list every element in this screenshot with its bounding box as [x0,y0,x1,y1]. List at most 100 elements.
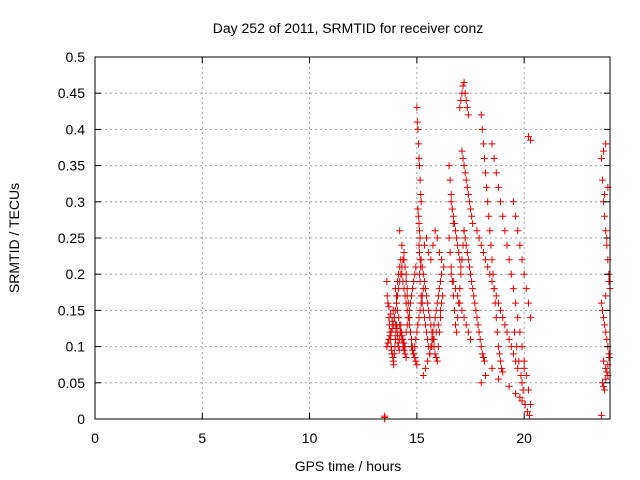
data-point [446,248,454,256]
data-point [434,321,442,329]
data-point [395,285,403,293]
data-point [388,325,396,332]
data-point [475,234,483,242]
data-point [421,364,429,372]
data-point [413,104,421,112]
data-point [461,89,469,97]
data-point [394,292,402,300]
data-point [461,234,469,242]
data-point [505,382,513,390]
data-point [460,314,468,322]
data-point [389,321,397,329]
data-point [460,227,468,235]
data-point [411,353,419,361]
data-point [520,364,528,372]
data-point [460,162,468,170]
data-point [460,78,468,86]
data-point [402,270,410,278]
y-tick-label: 0.35 [58,158,85,174]
data-point [492,314,500,322]
data-point [392,299,400,307]
data-point [480,357,488,365]
data-point [464,111,472,119]
data-point [474,321,482,329]
data-point [468,212,476,220]
data-point [454,314,462,322]
data-point [384,339,392,347]
data-point [524,299,532,307]
data-point [446,176,454,184]
data-point [414,125,422,133]
data-point [488,364,496,372]
data-point [501,227,509,235]
data-point [512,390,520,398]
data-point [478,125,486,133]
data-point [473,314,481,322]
data-point [415,220,423,228]
x-tick-label: 5 [198,430,206,446]
data-point [477,111,485,119]
data-point [454,241,462,249]
data-point [493,328,501,336]
data-point [440,263,448,271]
data-point [430,335,438,343]
data-point [464,191,472,199]
data-point [527,314,535,322]
data-point [390,314,398,322]
data-point [417,191,425,199]
data-point [470,292,478,300]
data-point [465,198,473,206]
data-point [513,343,521,351]
data-point [431,227,439,235]
data-point [597,411,605,419]
data-point [520,270,528,278]
data-point [601,321,609,329]
data-point [600,314,608,322]
data-point [424,299,432,307]
data-point [445,234,453,242]
data-point [383,343,391,351]
data-point [429,241,437,249]
data-point [488,140,496,148]
data-point [511,328,519,336]
data-point [458,147,466,155]
data-point [432,353,440,361]
y-tick-label: 0.1 [66,339,86,355]
data-point [457,270,465,278]
data-point [603,241,611,249]
data-point [403,285,411,293]
data-point [414,205,422,213]
chart-title: Day 252 of 2011, SRMTID for receiver con… [213,20,484,36]
data-point [427,321,435,329]
data-point [418,263,426,271]
data-point [400,256,408,264]
data-point [527,136,535,144]
data-point [600,382,608,390]
data-point [521,401,529,409]
data-point [383,277,391,285]
data-point [415,140,423,148]
data-point [435,248,443,256]
plot-frame [94,56,611,420]
data-point [516,393,524,401]
data-point [467,270,475,278]
data-point [602,140,610,148]
data-point [387,328,395,336]
x-axis-label: GPS time / hours [295,458,402,474]
data-point [448,205,456,213]
data-point [459,82,467,90]
data-point [518,397,526,405]
data-point [462,96,470,104]
data-point [597,299,605,307]
y-tick-label: 0.2 [66,266,86,282]
y-axis-label: SRMTID / TECUs [6,183,22,293]
data-point [396,227,404,235]
data-point [386,332,394,340]
data-point [603,335,611,343]
data-point [514,314,522,322]
data-point [503,328,511,336]
data-point [447,263,455,271]
data-point [425,306,433,314]
data-point [463,104,471,112]
